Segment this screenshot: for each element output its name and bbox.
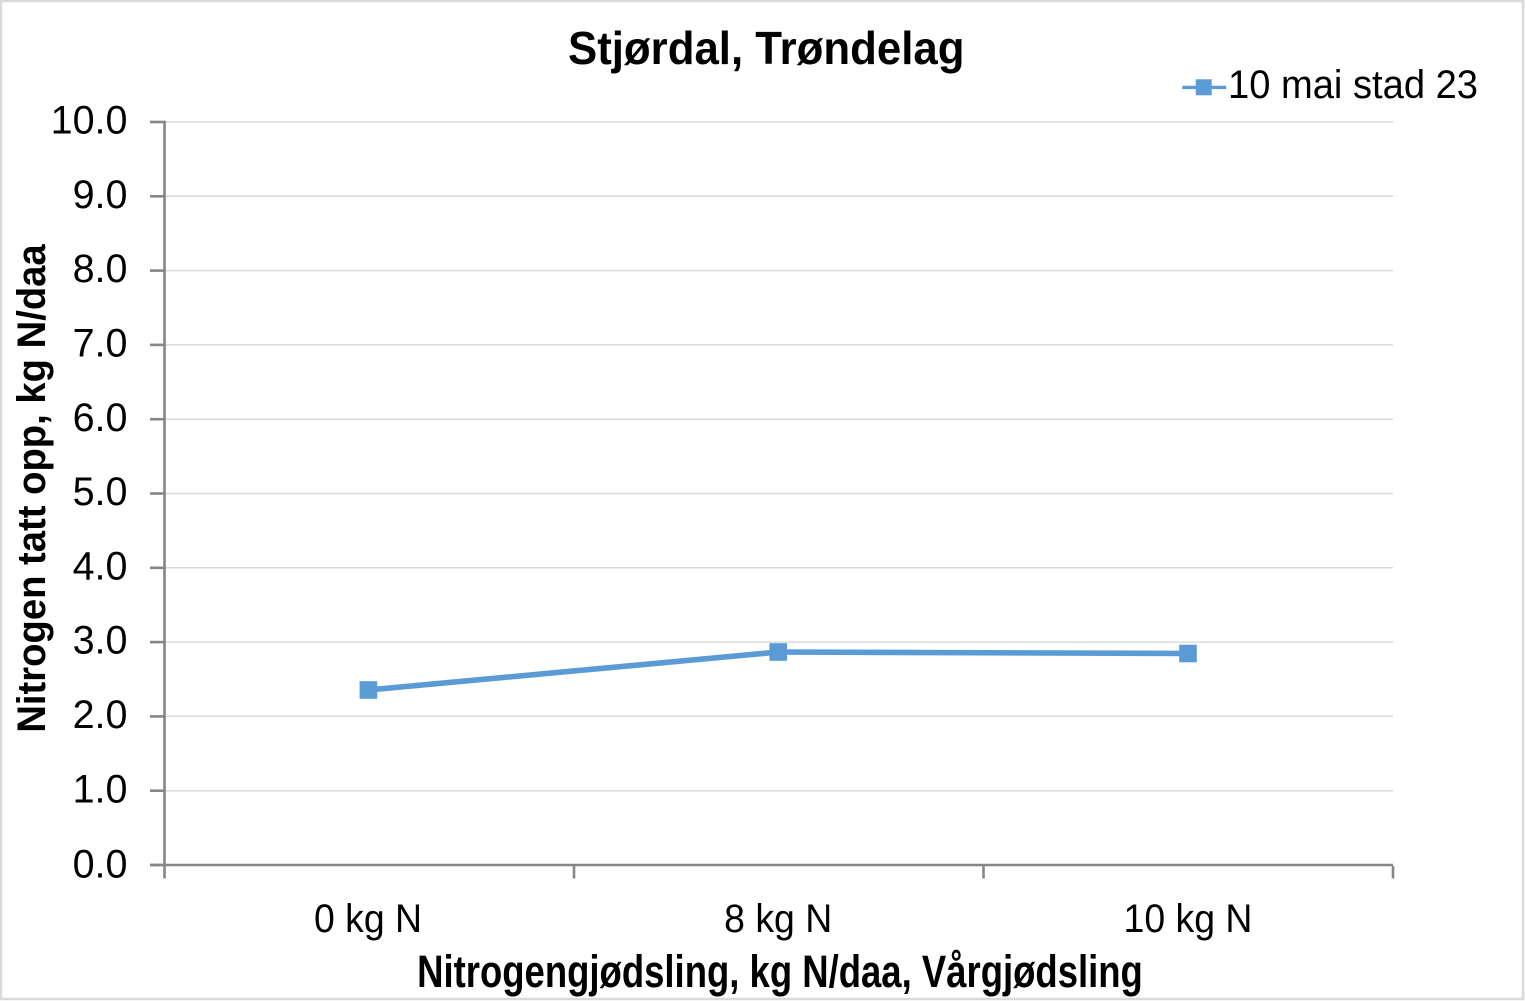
svg-text:6.0: 6.0 (73, 396, 128, 440)
svg-text:5.0: 5.0 (73, 470, 128, 514)
svg-text:Nitrogen tatt opp, kg N/daa: Nitrogen tatt opp, kg N/daa (10, 244, 54, 733)
svg-text:3.0: 3.0 (73, 619, 128, 663)
svg-text:10 kg N: 10 kg N (1124, 897, 1253, 941)
svg-text:8.0: 8.0 (73, 247, 128, 291)
svg-text:2.0: 2.0 (73, 693, 128, 737)
svg-text:0 kg N: 0 kg N (314, 897, 422, 941)
svg-text:9.0: 9.0 (73, 173, 128, 217)
svg-text:Nitrogengjødsling, kg N/daa, V: Nitrogengjødsling, kg N/daa, Vårgjødslin… (417, 946, 1143, 997)
svg-text:7.0: 7.0 (73, 322, 128, 366)
svg-text:1.0: 1.0 (73, 767, 128, 811)
svg-text:Stjørdal, Trøndelag: Stjørdal, Trøndelag (568, 22, 964, 74)
svg-text:10 mai stad 23: 10 mai stad 23 (1228, 63, 1478, 107)
svg-text:0.0: 0.0 (73, 843, 128, 887)
svg-text:10.0: 10.0 (51, 99, 128, 143)
svg-text:8 kg N: 8 kg N (724, 897, 832, 941)
svg-text:4.0: 4.0 (73, 544, 128, 588)
